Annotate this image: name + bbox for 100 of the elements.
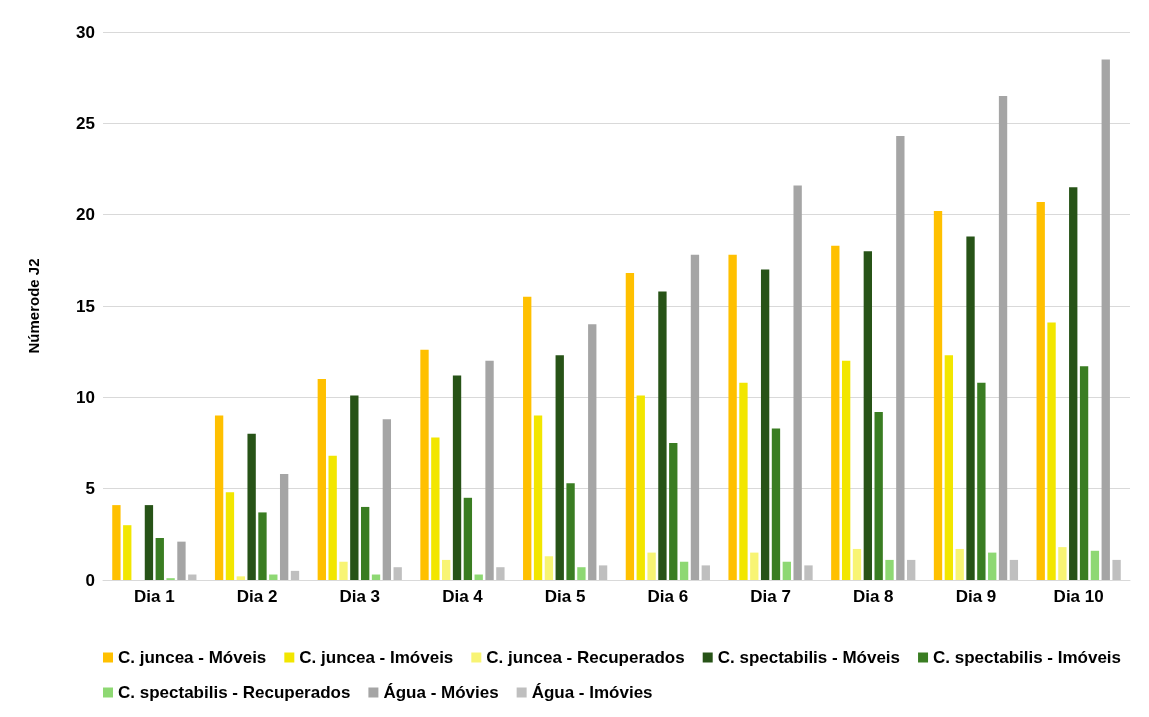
bar: [647, 552, 656, 580]
x-tick-label: Dia 8: [852, 587, 894, 606]
bar: [831, 245, 840, 580]
bar: [933, 211, 943, 580]
bar: [1069, 187, 1078, 580]
bar: [863, 251, 872, 580]
bar: [1047, 322, 1056, 580]
bar: [361, 506, 370, 580]
bar: [804, 565, 813, 580]
bar: [144, 505, 154, 580]
bar: [1112, 559, 1121, 580]
legend-label: C. spectabilis - Imóveis: [933, 648, 1122, 667]
bar: [225, 492, 235, 580]
bar: [690, 254, 700, 580]
bar: [998, 95, 1008, 580]
x-tick-label: Dia 10: [1053, 587, 1104, 606]
bar: [841, 360, 851, 580]
x-tick-label: Dia 2: [236, 587, 278, 606]
bar: [771, 428, 781, 580]
bar: [279, 474, 289, 580]
bar: [1079, 366, 1089, 580]
x-tick-label: Dia 7: [750, 587, 791, 606]
x-tick-label: Dia 6: [647, 587, 689, 606]
legend-label: C. spectabilis - Recuperados: [118, 683, 351, 702]
bar: [907, 559, 916, 580]
bar: [966, 236, 975, 580]
bar: [1036, 201, 1045, 580]
bar: [852, 548, 862, 580]
bar: [485, 360, 494, 580]
bar: [679, 561, 689, 580]
y-tick-label: 20: [76, 205, 95, 225]
bar: [523, 296, 532, 580]
bar: [463, 497, 473, 580]
legend-label: C. juncea - Imóveis: [299, 648, 454, 667]
bar: [420, 349, 429, 580]
bar: [955, 548, 964, 580]
bar: [874, 411, 883, 580]
legend-label: C. juncea - Recuperados: [486, 648, 685, 667]
y-tick-label: 30: [76, 22, 95, 42]
bar: [112, 505, 121, 580]
bar: [382, 419, 392, 580]
bar: [598, 565, 608, 580]
bar: [393, 567, 402, 580]
bar: [431, 437, 440, 580]
bar: [566, 483, 575, 580]
bar: [977, 382, 986, 580]
bar: [350, 395, 359, 580]
legend-label: C. spectabilis - Móveis: [717, 648, 901, 667]
bar: [669, 443, 678, 580]
bar: [1090, 550, 1100, 580]
bar: [760, 269, 770, 580]
bar: [658, 291, 667, 580]
bar: [944, 355, 954, 580]
bar: [155, 537, 164, 580]
bar: [247, 433, 256, 580]
bar: [701, 565, 710, 580]
bar: [793, 185, 802, 580]
bar: [123, 525, 132, 580]
y-tick-label: 15: [76, 296, 95, 316]
y-tick-label: 5: [85, 479, 95, 499]
bar: [625, 273, 635, 580]
bar: [258, 512, 267, 580]
bar: [236, 576, 245, 580]
bar: [728, 254, 737, 580]
bar: [555, 355, 564, 580]
bar: [1009, 559, 1019, 580]
bar: [885, 559, 894, 580]
x-tick-label: Dia 4: [442, 587, 484, 606]
bar: [750, 552, 759, 580]
bar: [896, 136, 905, 580]
bar: [1058, 547, 1067, 580]
y-axis-title: Númerode J2: [25, 258, 42, 354]
y-tick-label: 25: [76, 113, 95, 133]
bar: [577, 567, 586, 580]
bar: [636, 395, 645, 580]
legend-label: Água - Móvies: [383, 683, 499, 702]
bar: [544, 556, 554, 580]
bar: [442, 559, 451, 580]
y-tick-label: 0: [85, 570, 95, 590]
bar: [496, 567, 505, 580]
bar: [177, 541, 186, 580]
bar: [290, 570, 300, 580]
x-tick-label: Dia 5: [544, 587, 586, 606]
bar: [452, 375, 462, 580]
bar: [588, 324, 597, 580]
x-tick-label: Dia 1: [134, 587, 175, 606]
x-tick-label: Dia 3: [339, 587, 381, 606]
x-tick-label: Dia 9: [955, 587, 997, 606]
legend-label: Água - Imóvies: [531, 683, 653, 702]
bar: [739, 382, 748, 580]
bar: [1101, 59, 1110, 580]
bar: [317, 379, 326, 580]
bar: [988, 552, 997, 580]
bar: [782, 561, 791, 580]
bar: [339, 561, 348, 580]
bar: [533, 415, 543, 580]
y-tick-label: 10: [76, 387, 95, 407]
bar: [214, 415, 224, 580]
legend-label: C. juncea - Móveis: [118, 648, 267, 667]
bar: [328, 455, 337, 580]
